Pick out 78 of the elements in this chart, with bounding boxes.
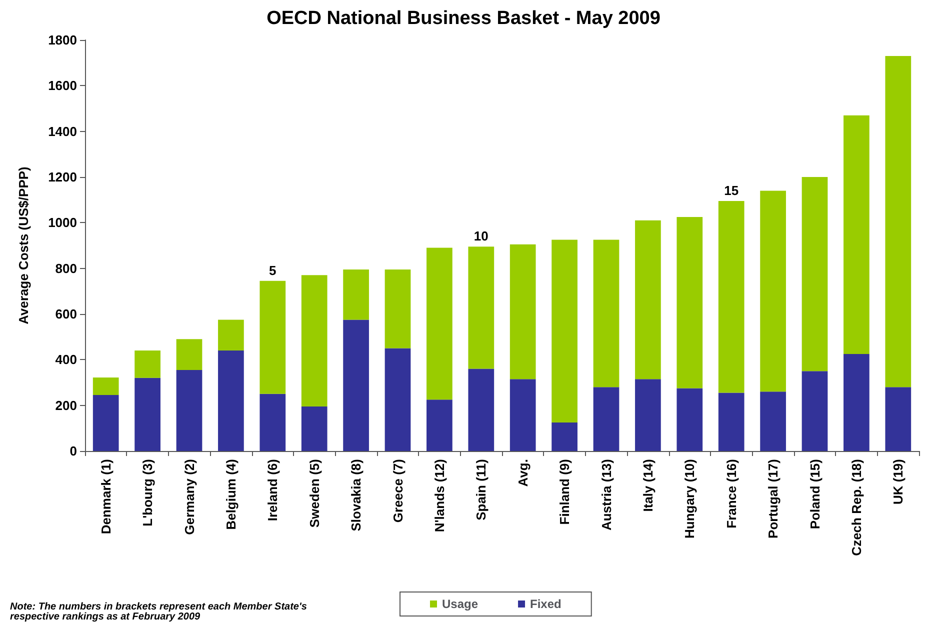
- x-tick-label: UK (19): [890, 459, 906, 505]
- bar: [635, 379, 661, 451]
- bar: [510, 244, 536, 380]
- x-tick-label: Slovakia (8): [348, 459, 364, 532]
- x-tick-label: Finland (9): [557, 459, 572, 525]
- bar: [844, 354, 870, 451]
- bar: [760, 190, 786, 392]
- legend-label: Fixed: [530, 597, 562, 611]
- x-tick-label: Denmark (1): [98, 459, 114, 534]
- bar: [844, 115, 870, 354]
- bar: [510, 379, 536, 451]
- y-tick-label: 800: [55, 260, 77, 276]
- y-tick-label: 1800: [48, 32, 77, 48]
- x-tick-label: Ireland (6): [265, 459, 280, 522]
- annotation: 5: [269, 262, 276, 278]
- bar: [384, 348, 411, 451]
- bar: [468, 368, 494, 451]
- text: Note: The numbers in brackets represent each Member State's respective rankings as at February 2009: [10, 602, 310, 622]
- x-tick-label: Czech Rep. (18): [848, 459, 864, 556]
- bar: [218, 350, 244, 451]
- bar: [343, 269, 369, 320]
- bar: [384, 269, 411, 348]
- y-tick-label: 0: [70, 444, 77, 458]
- annotation: 15: [724, 182, 739, 198]
- bar: [635, 220, 661, 380]
- bar: [260, 394, 286, 451]
- x-tick-label: Spain (11): [474, 459, 489, 520]
- y-tick-label: 1000: [48, 215, 77, 230]
- bar: [426, 400, 452, 451]
- bar: [885, 387, 912, 451]
- x-tick-label: Portugal (17): [766, 459, 781, 538]
- bar: [760, 392, 786, 451]
- x-tick-label: Austria (13): [598, 459, 614, 531]
- y-tick-label: 1600: [48, 78, 77, 94]
- x-tick-label: L'bourg (3): [140, 459, 156, 526]
- bar: [468, 246, 494, 369]
- bar: [343, 320, 369, 451]
- y-tick-label: 400: [55, 352, 77, 368]
- x-tick-label: Poland (15): [807, 459, 822, 530]
- bar: [802, 371, 828, 451]
- bar: [552, 240, 578, 422]
- x-tick-label: Greece (7): [390, 459, 406, 523]
- x-tick-label: Italy (14): [640, 459, 656, 512]
- legend-label: Usage: [442, 597, 478, 611]
- y-tick-label: 600: [55, 306, 77, 322]
- bar: [676, 388, 703, 451]
- x-tick-label: Belgium (4): [223, 459, 238, 530]
- bar: [552, 422, 578, 451]
- bar: [260, 280, 286, 394]
- x-tick-label: Hungary (10): [682, 459, 698, 538]
- annotation: 10: [474, 228, 488, 244]
- bar: [134, 378, 160, 451]
- bar: [426, 248, 452, 400]
- bar: [92, 395, 119, 451]
- bar: [218, 320, 244, 351]
- chart-title: OECD National Business Basket - May 2009: [266, 8, 660, 29]
- y-tick-label: 1200: [48, 170, 77, 184]
- bar: [885, 56, 912, 388]
- x-tick-label: Sweden (5): [306, 459, 322, 528]
- bar: [301, 275, 328, 406]
- bar: [593, 387, 620, 451]
- x-tick-label: N'lands (12): [432, 459, 447, 532]
- bar: [301, 406, 328, 451]
- bar: [718, 200, 744, 393]
- y-tick-label: 200: [55, 398, 77, 413]
- bar: [593, 240, 620, 388]
- bar: [718, 392, 744, 451]
- bar: [676, 216, 703, 388]
- x-tick-label: France (16): [724, 459, 739, 528]
- x-tick-label: Avg.: [515, 459, 530, 487]
- bar: [92, 377, 119, 396]
- y-axis-title: Average Costs (US$/PPP): [16, 166, 31, 324]
- x-tick-label: Germany (2): [182, 459, 197, 535]
- bar: [134, 350, 160, 378]
- bar: [176, 370, 202, 451]
- bar: [802, 177, 828, 372]
- bar: [176, 339, 202, 370]
- y-tick-label: 1400: [48, 124, 77, 139]
